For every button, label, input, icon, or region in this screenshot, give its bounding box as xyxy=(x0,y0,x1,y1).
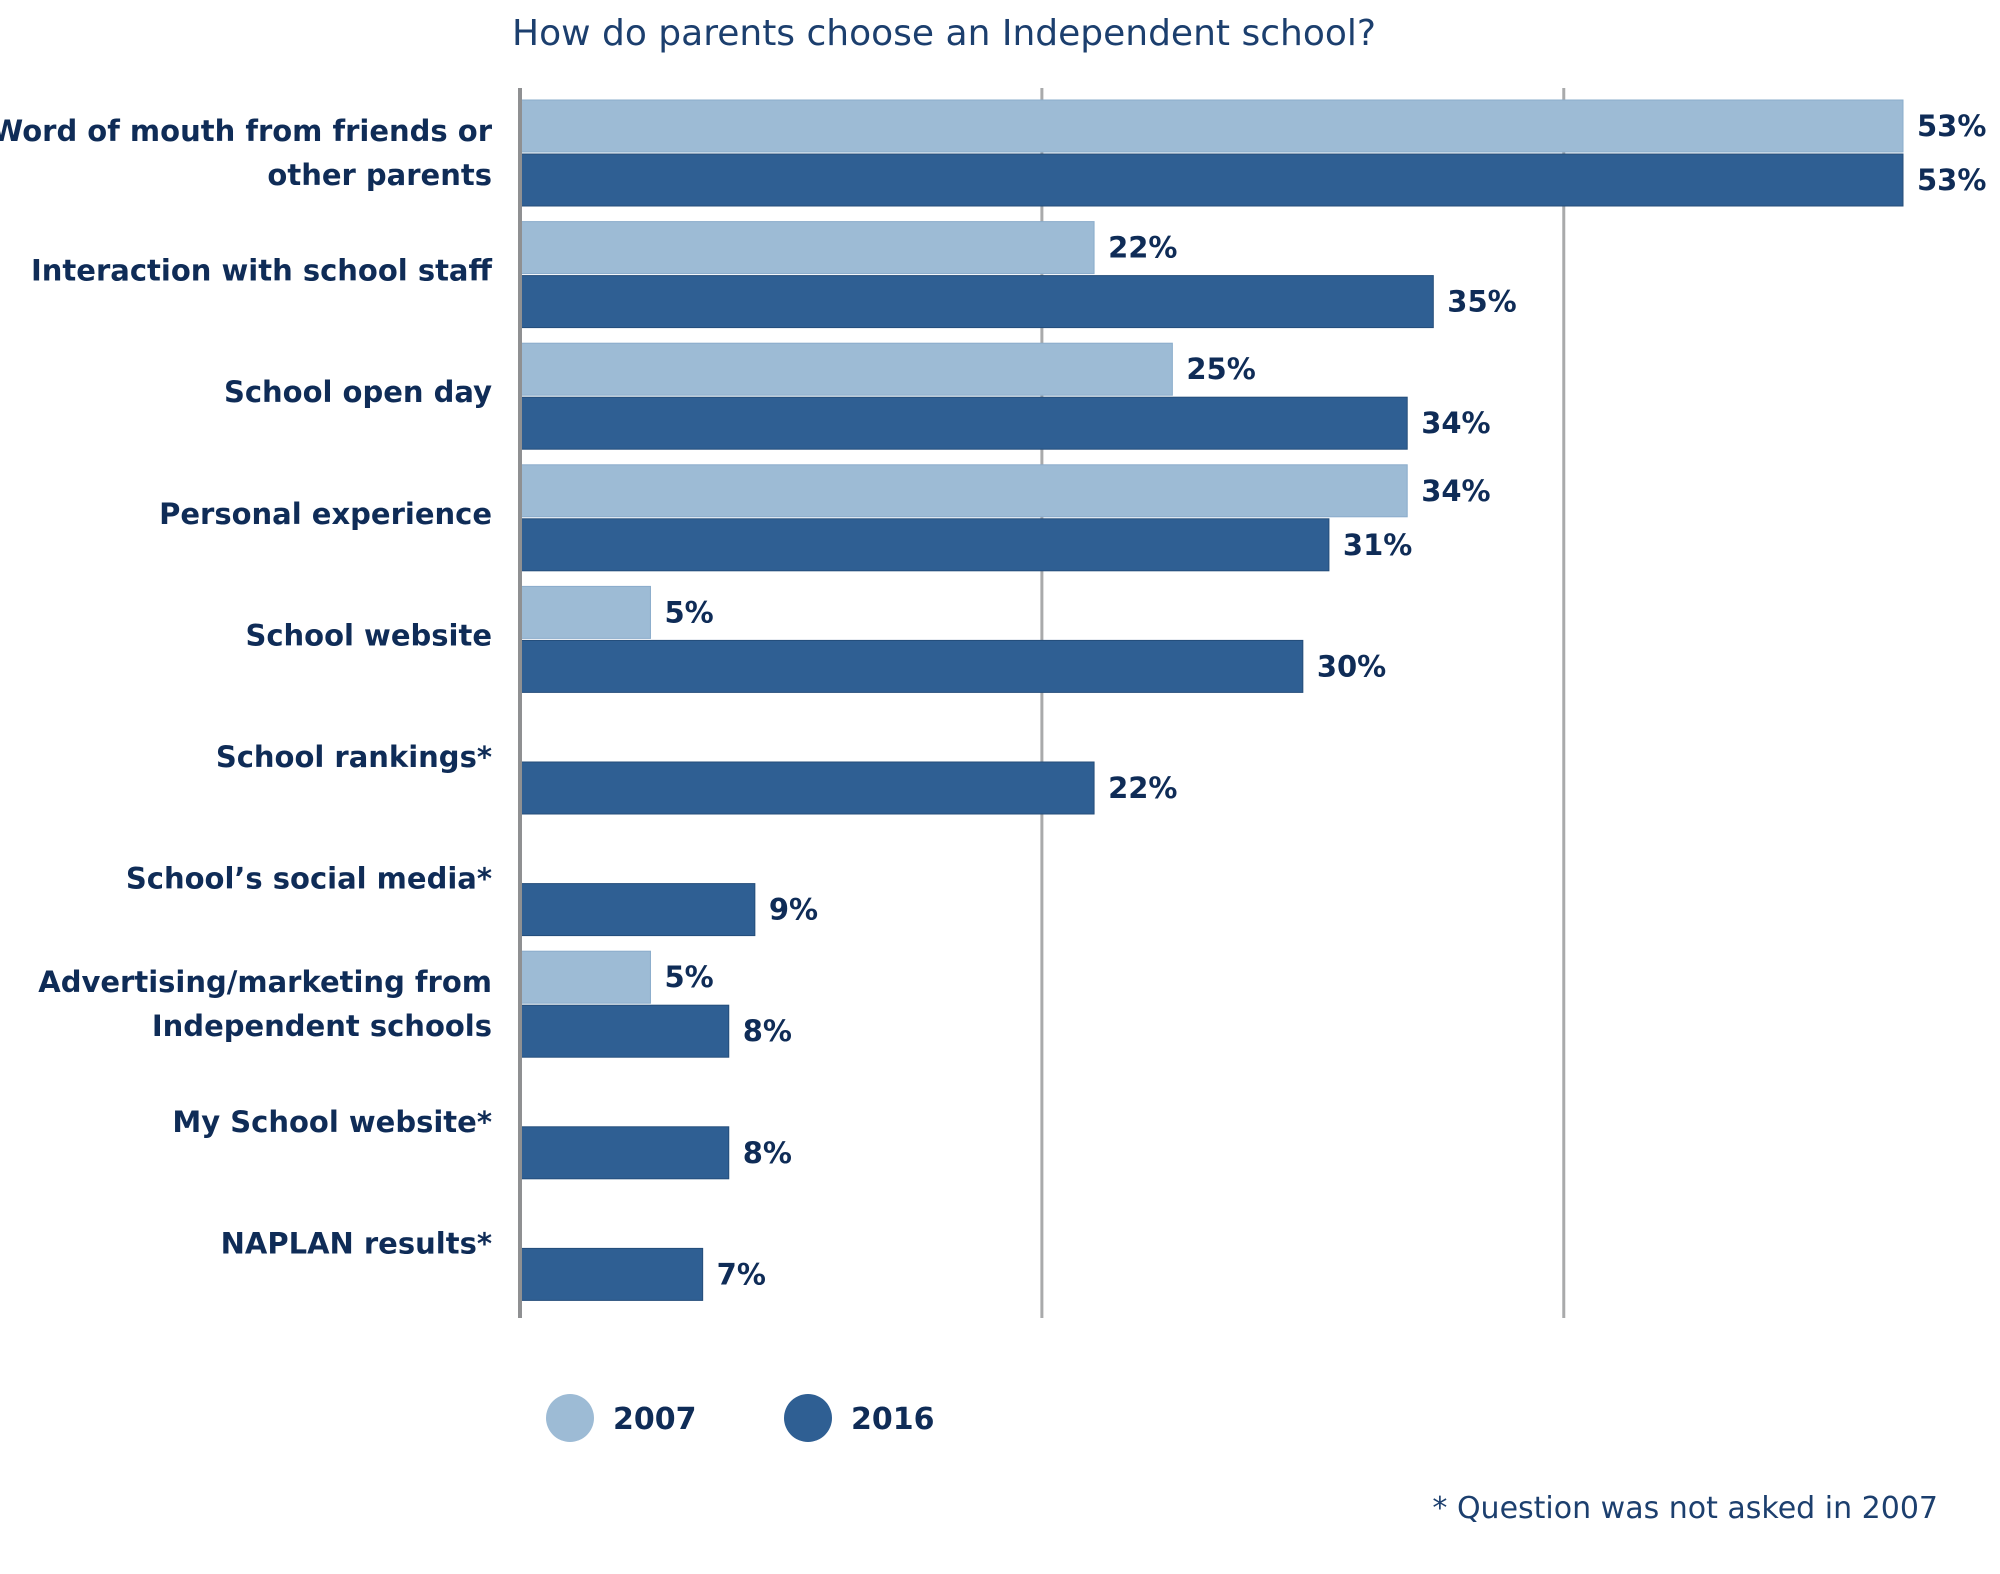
data-label-2007: 5% xyxy=(664,595,713,629)
data-label-2016: 53% xyxy=(1917,163,1986,197)
grid-layer xyxy=(1040,88,1566,1318)
bar-2016 xyxy=(519,1126,730,1180)
bar-2016 xyxy=(519,275,1434,329)
data-label-2007: 5% xyxy=(664,960,713,994)
bar-2007 xyxy=(519,464,1408,518)
category-label: School open day xyxy=(224,375,492,409)
bar-2016 xyxy=(519,883,756,937)
data-label-2016: 22% xyxy=(1108,771,1177,805)
bar-2016 xyxy=(519,153,1904,207)
category-label: School’s social media* xyxy=(126,862,492,896)
category-label: Independent schools xyxy=(152,1009,492,1043)
bar-2007 xyxy=(519,99,1904,153)
bar-2016 xyxy=(519,396,1408,450)
category-label: My School website* xyxy=(172,1105,492,1139)
bars-layer xyxy=(519,99,1904,1301)
bar-2007 xyxy=(519,585,651,639)
bar-2016 xyxy=(519,639,1304,693)
data-label-2016: 8% xyxy=(743,1136,792,1170)
data-label-2016: 8% xyxy=(743,1014,792,1048)
legend-label-2007: 2007 xyxy=(613,1402,697,1437)
legend-label-2016: 2016 xyxy=(851,1402,935,1437)
data-label-2016: 31% xyxy=(1343,528,1412,562)
legend-swatch-2016 xyxy=(784,1394,832,1442)
bar-2007 xyxy=(519,221,1095,275)
labels-layer: Word of mouth from friends or other paren… xyxy=(0,109,1986,1291)
data-label-2007: 25% xyxy=(1186,352,1255,386)
data-label-2016: 7% xyxy=(717,1257,766,1291)
data-label-2007: 34% xyxy=(1421,474,1490,508)
category-label: School rankings* xyxy=(216,740,492,774)
category-label: School website xyxy=(245,618,492,652)
legend: 2007 2016 xyxy=(546,1394,935,1442)
bar-2016 xyxy=(519,761,1095,815)
legend-swatch-2007 xyxy=(546,1394,594,1442)
bar-2007 xyxy=(519,950,651,1004)
category-label: NAPLAN results* xyxy=(221,1226,492,1260)
footnote: * Question was not asked in 2007 xyxy=(1432,1491,1938,1526)
data-label-2016: 30% xyxy=(1317,649,1386,683)
category-label: Interaction with school staff xyxy=(31,254,493,288)
data-label-2016: 9% xyxy=(769,893,818,927)
data-label-2007: 22% xyxy=(1108,231,1177,265)
category-label: Personal experience xyxy=(159,497,492,531)
bar-2016 xyxy=(519,1004,730,1058)
data-label-2016: 35% xyxy=(1447,285,1516,319)
category-label: Advertising/marketing from xyxy=(38,965,492,999)
category-label: other parents xyxy=(267,158,492,192)
data-label-2007: 53% xyxy=(1917,109,1986,143)
chart-title: How do parents choose an Independent sch… xyxy=(512,13,1376,54)
category-label: Word of mouth from friends or xyxy=(0,114,493,148)
bar-2016 xyxy=(519,1247,704,1301)
data-label-2016: 34% xyxy=(1421,406,1490,440)
bar-2016 xyxy=(519,518,1330,572)
bar-2007 xyxy=(519,342,1173,396)
